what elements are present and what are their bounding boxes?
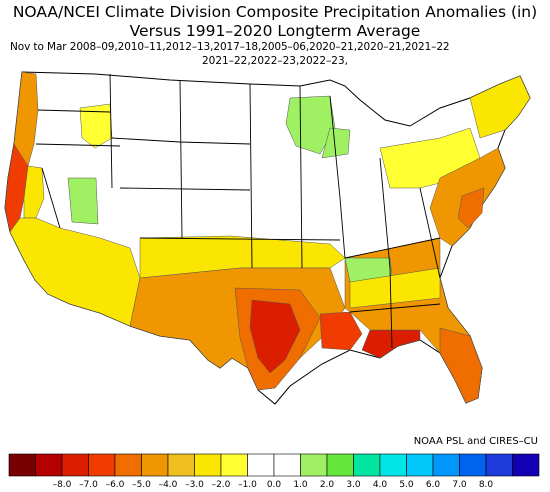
legend-color-bars — [8, 453, 540, 477]
legend-swatch — [220, 453, 248, 477]
legend-tick-label: –5.0 — [132, 480, 151, 490]
legend-tick-label: –4.0 — [159, 480, 178, 490]
legend-tick-label: 1.0 — [293, 480, 308, 490]
legend-swatch — [114, 453, 142, 477]
map-subtitle-line-2: 2021–22,2022–23,2022–23, — [201, 55, 348, 67]
legend-swatch — [35, 453, 63, 477]
legend-tick-labels: –8.0 –7.0 –6.0 –5.0 –4.0 –3.0 –2.0 –1.0 0.0 1.0 2.… — [53, 480, 494, 490]
region-gulf-coast-red — [361, 329, 421, 359]
legend-swatch — [194, 453, 222, 477]
legend-tick-label: 8.0 — [479, 480, 494, 490]
map-credit: NOAA PSL and CIRES–CU — [413, 436, 538, 447]
region-texas-red — [249, 299, 301, 374]
legend-tick-label: 3.0 — [346, 480, 361, 490]
legend-tick-label: –7.0 — [79, 480, 98, 490]
legend-swatch — [61, 453, 89, 477]
legend-tick-label: 2.0 — [320, 480, 335, 490]
legend-tick-label: –3.0 — [185, 480, 204, 490]
map-subtitle-line-1: Nov to Mar 2008–09,2010–11,2012–13,2017–… — [10, 41, 450, 53]
region-florida-orange — [439, 327, 483, 404]
color-legend: –8.0 –7.0 –6.0 –5.0 –4.0 –3.0 –2.0 –1.0 0.0 1.0 2.… — [8, 453, 540, 490]
legend-swatch — [8, 453, 36, 477]
legend-swatch — [167, 453, 195, 477]
region-kentucky-yellow — [349, 267, 441, 309]
legend-tick-label: 0.0 — [267, 480, 282, 490]
legend-tick-label: –2.0 — [212, 480, 231, 490]
us-climate-division-map — [4, 71, 531, 405]
legend-swatch — [485, 453, 513, 477]
legend-swatch — [432, 453, 460, 477]
legend-swatch — [406, 453, 434, 477]
region-idaho-montana-yellow — [79, 103, 113, 149]
legend-tick-label: –8.0 — [53, 480, 72, 490]
region-new-england-yellow — [469, 75, 531, 139]
legend-swatch — [88, 453, 116, 477]
legend-tick-label: 6.0 — [426, 480, 441, 490]
map-title-line-1: NOAA/NCEI Climate Division Composite Pre… — [12, 3, 538, 21]
legend-swatch — [247, 453, 275, 477]
legend-swatch — [353, 453, 381, 477]
legend-swatch — [326, 453, 354, 477]
region-chesapeake-orange-red — [457, 187, 485, 229]
region-nevada-green — [67, 177, 99, 225]
region-sw-desert — [9, 217, 141, 327]
legend-swatch — [273, 453, 301, 477]
region-louisiana-red — [319, 311, 363, 351]
legend-swatch — [512, 453, 540, 477]
legend-swatch — [379, 453, 407, 477]
legend-tick-label: –6.0 — [106, 480, 125, 490]
legend-swatch — [141, 453, 169, 477]
legend-tick-label: 4.0 — [373, 480, 388, 490]
legend-swatch — [300, 453, 328, 477]
legend-tick-label: 5.0 — [399, 480, 414, 490]
region-wisconsin-green — [321, 127, 351, 159]
state-borders — [35, 73, 441, 349]
legend-tick-label: 7.0 — [452, 480, 467, 490]
legend-tick-label: –1.0 — [238, 480, 257, 490]
map-title-line-2: Versus 1991–2020 Longterm Average — [129, 22, 421, 40]
legend-swatch — [459, 453, 487, 477]
